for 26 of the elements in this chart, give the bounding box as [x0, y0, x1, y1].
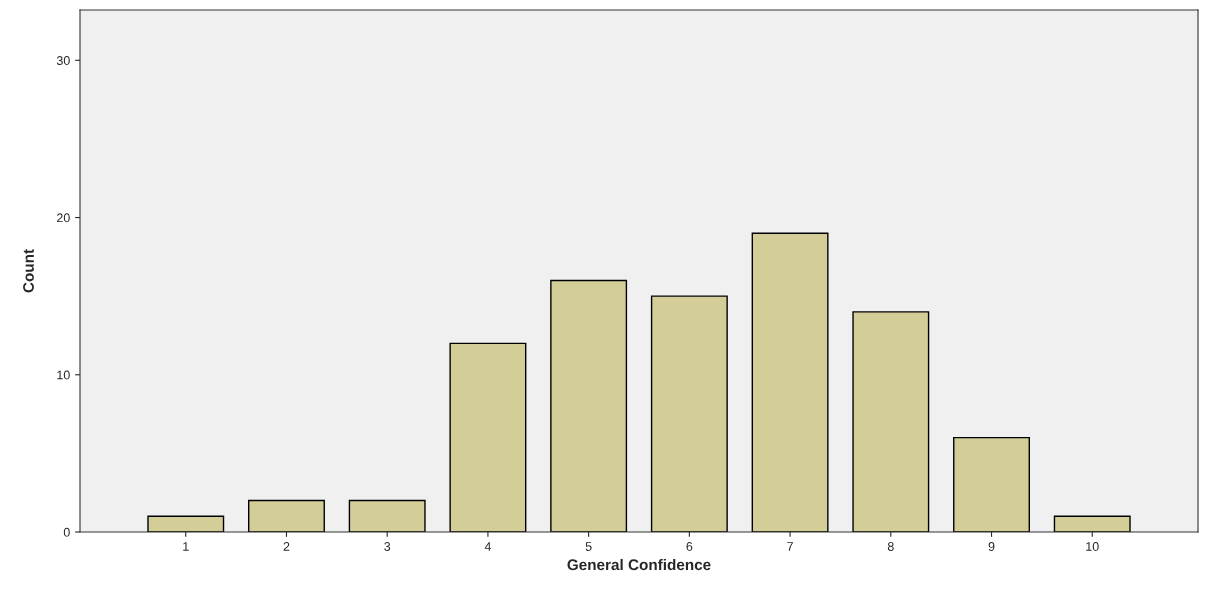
- x-tick-label: 5: [585, 542, 592, 551]
- y-tick-label: 10: [57, 370, 70, 380]
- bar: [348, 499, 426, 532]
- bar: [248, 499, 325, 532]
- x-tick-label: 6: [686, 542, 693, 551]
- y-tick-label: 20: [57, 213, 70, 223]
- x-tick-label: 1: [183, 542, 189, 551]
- x-tick-label: 7: [787, 542, 793, 551]
- bar: [650, 295, 728, 532]
- bar: [1053, 515, 1131, 532]
- x-tick-label: 4: [484, 542, 492, 551]
- bar: [147, 515, 225, 532]
- x-tick-label: 3: [384, 542, 391, 551]
- y-tick-label: 30: [56, 56, 70, 65]
- x-tick-label: 10: [1086, 542, 1099, 551]
- y-axis-title: Count: [23, 249, 34, 293]
- y-tick-label: 0: [63, 527, 70, 537]
- bar: [852, 311, 930, 532]
- x-tick-label: 2: [283, 542, 290, 551]
- x-tick-label: 9: [988, 542, 995, 551]
- bar: [953, 436, 1030, 532]
- bar: [751, 232, 829, 532]
- bar: [550, 279, 628, 532]
- x-axis-title: General Confidence: [567, 558, 711, 571]
- bar: [449, 342, 527, 532]
- x-tick-label: 8: [887, 542, 894, 551]
